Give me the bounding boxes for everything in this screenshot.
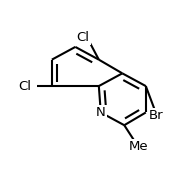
Text: Cl: Cl	[77, 31, 90, 44]
Text: N: N	[96, 106, 106, 119]
Text: Me: Me	[129, 140, 149, 153]
Text: Br: Br	[149, 109, 164, 122]
Text: Cl: Cl	[18, 80, 31, 93]
